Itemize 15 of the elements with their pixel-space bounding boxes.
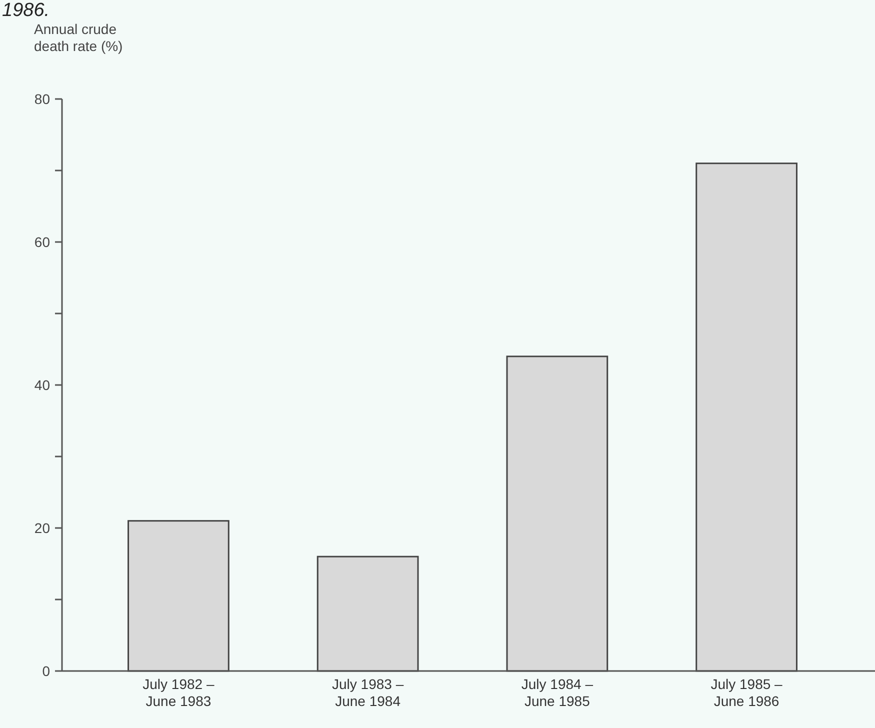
y-tick-label: 80: [34, 90, 50, 107]
x-tick-label: July 1985 – June 1986: [710, 676, 783, 709]
bar: [128, 520, 230, 672]
bar: [506, 356, 608, 672]
bar: [316, 556, 419, 672]
x-tick-label: July 1983 – June 1984: [332, 676, 404, 709]
x-tick-label: July 1982 – June 1983: [142, 676, 214, 709]
bar: [696, 162, 798, 672]
y-tick-label: 0: [42, 662, 50, 679]
y-axis-title: Annual crude death rate (%): [34, 21, 123, 54]
x-tick-label: July 1984 – June 1985: [521, 676, 594, 709]
y-tick-label: 20: [34, 520, 50, 536]
y-tick-label: 60: [34, 234, 50, 250]
text: 1986.: [2, 0, 50, 21]
y-tick-label: 40: [34, 376, 50, 393]
